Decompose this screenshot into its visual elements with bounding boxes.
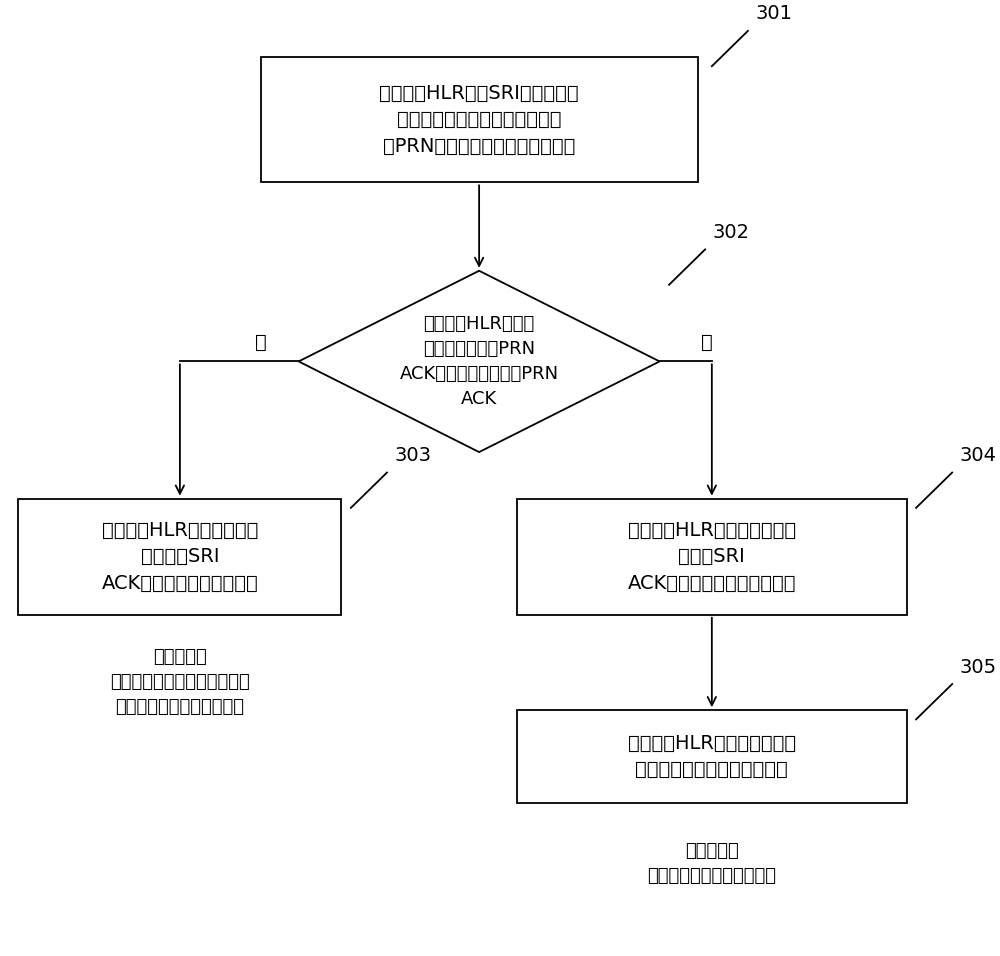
Text: 被叫归属HLR向主叫交换机返
回异常SRI
ACK，携带错误原因为过负荷: 被叫归属HLR向主叫交换机返 回异常SRI ACK，携带错误原因为过负荷: [628, 521, 796, 593]
Text: 是: 是: [255, 334, 267, 353]
Bar: [18, 499, 341, 615]
Bar: [517, 499, 907, 615]
Text: 305: 305: [960, 658, 997, 677]
Text: 302: 302: [713, 223, 750, 242]
Text: 被叫交换机
未发生过负荷或被叫交换机过
负荷但用户为高优先级场景: 被叫交换机 未发生过负荷或被叫交换机过 负荷但用户为高优先级场景: [110, 648, 250, 716]
Text: 被叫归属HLR将降低向被叫交
换机发送的路由查询信令流量: 被叫归属HLR将降低向被叫交 换机发送的路由查询信令流量: [628, 734, 796, 779]
Text: 301: 301: [756, 5, 793, 24]
Text: 被叫归属HLR收到被
叫交换机回送的PRN
ACK，检查是否为正常PRN
ACK: 被叫归属HLR收到被 叫交换机回送的PRN ACK，检查是否为正常PRN ACK: [400, 315, 559, 408]
Text: 被叫交换机
过负荷且用户低优先级场景: 被叫交换机 过负荷且用户低优先级场景: [647, 842, 776, 885]
Text: 被叫归属HLR向主叫交换机
返回正常SRI
ACK，携带被叫漫游号码；: 被叫归属HLR向主叫交换机 返回正常SRI ACK，携带被叫漫游号码；: [102, 521, 258, 593]
Text: 被叫归属HLR收到SRI，向被叫用
户所在交换机（被叫交换机）发
送PRN，请求被叫用户漫游号码。: 被叫归属HLR收到SRI，向被叫用 户所在交换机（被叫交换机）发 送PRN，请求…: [379, 84, 579, 156]
Bar: [261, 57, 698, 183]
Bar: [517, 710, 907, 803]
Text: 303: 303: [395, 446, 432, 466]
Polygon shape: [299, 271, 660, 452]
Text: 否: 否: [701, 334, 713, 353]
Text: 304: 304: [960, 446, 997, 466]
